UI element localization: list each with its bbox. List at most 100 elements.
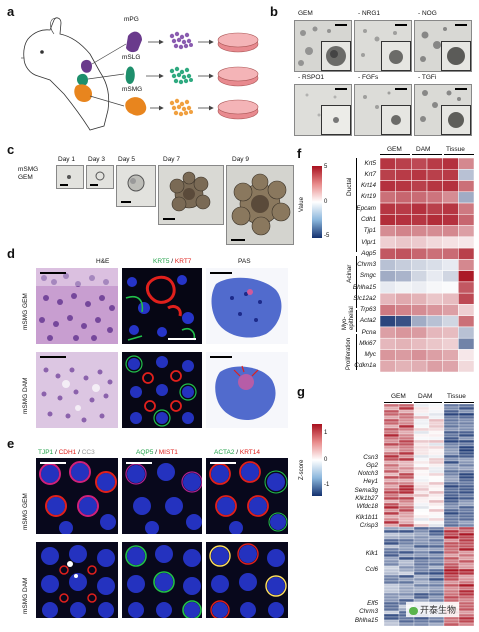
heatmap-cell [413,517,430,522]
heatmap-cell [398,454,415,459]
heatmap-cell [384,604,400,609]
day-label: Day 1 [58,156,75,163]
heatmap-cell [426,225,443,238]
heatmap-cell [398,436,415,441]
heatmap-cell [413,541,430,546]
heatmap-cell [443,526,460,531]
heatmap-cell [384,487,400,492]
heatmap-cell [395,191,412,204]
inset-image [381,105,411,135]
heatmap-cell [443,589,460,594]
f-group-bracket [356,334,357,370]
heatmap-cell [443,469,460,474]
heatmap-cell [384,463,400,468]
heatmap-cell [384,538,400,543]
heatmap-cell [413,404,430,408]
heatmap-cell [428,418,445,423]
heatmap-cell [426,236,443,249]
heatmap-cell [428,538,445,543]
heatmap-cell [428,580,445,585]
heatmap-cell [458,247,474,260]
heatmap-cell [398,562,415,567]
heatmap-cell [413,484,430,489]
heatmap-cell [428,469,445,474]
condition-label: - TGFi [418,74,437,81]
heatmap-cell [384,493,400,498]
panel-label-c: c [7,142,15,157]
day-label: Day 5 [118,156,135,163]
krt7-label: KRT7 [174,258,192,265]
heatmap-cell [398,622,415,626]
heatmap-cell [398,559,415,564]
heatmap-cell [398,487,415,492]
heatmap-cell [384,439,400,444]
heatmap-cell [428,481,445,486]
g-col-dam: DAM [418,393,433,400]
heatmap-cell [384,427,400,432]
heatmap-cell [428,574,445,579]
e-header-0-0: TJP1 [38,449,54,456]
f-heatmap [380,158,474,372]
heatmap-cell [411,281,428,294]
heatmap-cell [442,180,459,193]
heatmap-cell [458,236,474,249]
heatmap-cell [428,436,445,441]
heatmap-cell [413,469,430,474]
heatmap-cell [413,424,430,429]
heatmap-cell [443,436,460,441]
heatmap-cell [443,493,460,498]
heatmap-cell [413,460,430,465]
heatmap-cell [398,448,415,453]
scale-bar [60,184,68,186]
day7-image [158,165,224,225]
heatmap-cell [458,326,474,339]
heatmap-cell [413,511,430,516]
e-header-1-1: / [153,449,159,456]
heatmap-cell [428,454,445,459]
heatmap-cell [411,214,428,226]
heatmap-cell [384,404,400,408]
heatmap-cell [398,517,415,522]
heatmap-cell [395,326,412,339]
column-header-he: H&E [96,258,110,265]
scale-bar [395,24,407,26]
heatmap-cell [398,619,415,624]
gene-label: Smgc [359,272,376,280]
heatmap-cell [384,559,400,564]
heatmap-cell [380,349,396,361]
heatmap-cell [428,460,445,465]
row-label-msmg-gem-e: mSMG GEM [22,493,29,530]
heatmap-cell [458,469,474,474]
he-stain-gem [36,268,118,344]
heatmap-cell [413,586,430,591]
scale-bar [335,24,347,26]
f-col-tissue: Tissue [446,146,465,153]
g-col-gem: GEM [391,393,406,400]
heatmap-cell [413,502,430,507]
heatmap-cell [458,202,474,215]
heatmap-cell [458,583,474,588]
pas-stain-dam [206,352,288,428]
f-col-dam: DAM [416,146,431,153]
heatmap-cell [458,281,474,294]
heatmap-cell [398,469,415,474]
heatmap-cell [443,520,460,525]
brightfield-image-tgfi [414,84,472,136]
heatmap-cell [384,595,400,600]
heatmap-cell [458,475,474,480]
heatmap-cell [428,616,445,621]
heatmap-cell [413,463,430,468]
heatmap-cell [398,409,415,414]
heatmap-cell [413,430,430,435]
heatmap-cell [443,463,460,468]
heatmap-cell [413,499,430,504]
gene-label: Cdh1 [360,215,376,223]
heatmap-cell [413,433,430,438]
gene-label: Klk1b11 [355,514,378,521]
heatmap-cell [458,412,474,417]
heatmap-cell [458,424,474,429]
if-aqp5-mist1-dam [122,542,202,618]
heatmap-cell [398,490,415,495]
heatmap-cell [413,427,430,432]
heatmap-cell [384,520,400,525]
